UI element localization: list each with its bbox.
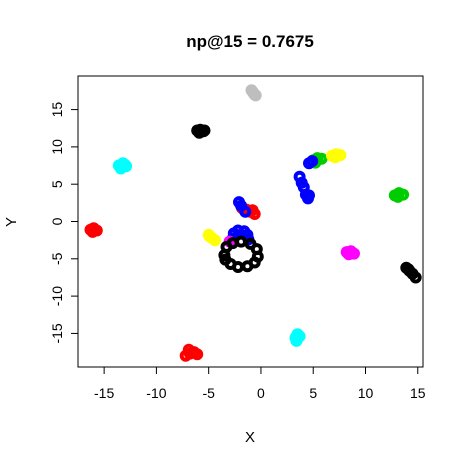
data-point — [235, 235, 248, 248]
y-tick-label: -10 — [49, 286, 65, 306]
data-point — [293, 330, 306, 343]
y-tick-label: 15 — [49, 102, 65, 118]
data-point — [86, 225, 99, 238]
data-points — [84, 84, 422, 362]
y-tick-label: -5 — [49, 252, 65, 265]
data-point — [119, 158, 131, 171]
data-point — [342, 248, 355, 261]
data-point — [348, 247, 360, 260]
x-tick-label: 10 — [358, 385, 374, 401]
x-tick-label: 15 — [410, 385, 426, 401]
y-tick-label: 0 — [49, 217, 65, 225]
data-point — [182, 343, 195, 356]
data-point — [198, 124, 211, 137]
data-point — [402, 263, 415, 276]
data-point — [239, 205, 252, 218]
y-tick-label: -15 — [49, 323, 65, 343]
data-point — [203, 230, 216, 243]
data-point — [306, 155, 319, 168]
x-tick-label: -5 — [202, 385, 215, 401]
y-tick-label: 10 — [49, 139, 65, 155]
x-tick-label: -15 — [94, 385, 114, 401]
data-point — [246, 85, 259, 98]
data-point — [219, 253, 232, 266]
data-point — [391, 190, 404, 203]
y-tick-label: 5 — [49, 180, 65, 188]
plot-frame — [77, 75, 424, 368]
data-point — [191, 348, 204, 361]
chart-title: np@15 = 0.7675 — [186, 32, 314, 51]
x-axis-label: X — [245, 429, 255, 446]
x-tick-label: -10 — [146, 385, 166, 401]
x-axis: -15 -10 -5 0 5 10 15 — [94, 367, 426, 401]
x-tick-label: 0 — [257, 385, 265, 401]
data-point — [329, 151, 342, 164]
x-tick-label: 5 — [309, 385, 317, 401]
data-point — [303, 189, 315, 202]
y-axis: -15 -10 -5 0 5 10 15 — [49, 102, 78, 344]
data-point — [241, 260, 254, 273]
data-point — [409, 271, 422, 284]
y-axis-label: Y — [3, 217, 20, 227]
